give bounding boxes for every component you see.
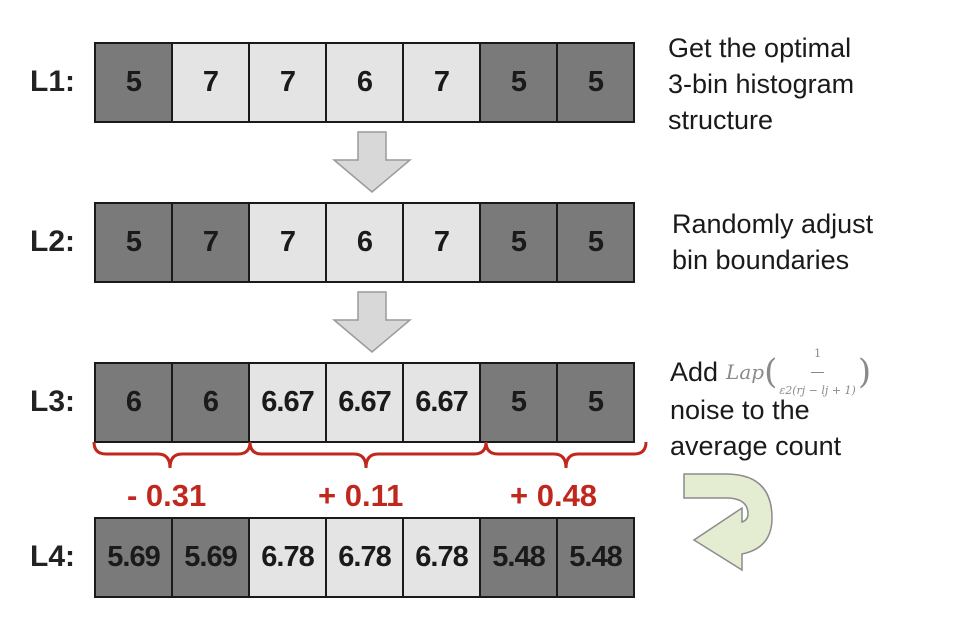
histogram-cell: 6 xyxy=(325,202,404,283)
row-label-l4: L4: xyxy=(30,540,75,573)
histogram-cell: 6.67 xyxy=(325,362,404,443)
histogram-cell: 5 xyxy=(556,362,635,443)
histogram-cell: 6.78 xyxy=(325,517,404,598)
laplace-denominator: ε2(rj − lj + 1) xyxy=(779,383,856,397)
histogram-cell: 5.48 xyxy=(556,517,635,598)
grouping-braces xyxy=(92,441,648,469)
noise-value-right: + 0.48 xyxy=(510,478,598,513)
note-step3-line2: noise to the xyxy=(670,395,810,425)
row-label-l1: L1: xyxy=(30,65,75,98)
note-step2-line1: Randomly adjust xyxy=(672,209,874,239)
histogram-cell: 6.67 xyxy=(248,362,327,443)
down-arrow-icon xyxy=(331,291,413,353)
histogram-cell: 5 xyxy=(94,42,173,123)
histogram-cell: 5.69 xyxy=(94,517,173,598)
histogram-cell: 5 xyxy=(479,42,558,123)
row-l3-cells: 6 6 6.67 6.67 6.67 5 5 xyxy=(94,362,635,443)
brace-middle xyxy=(248,441,488,469)
row-l4-cells: 5.69 5.69 6.78 6.78 6.78 5.48 5.48 xyxy=(94,517,635,598)
histogram-cell: 6 xyxy=(94,362,173,443)
note-step3-line1: Add Lap ( 1 ε2(rj − lj + 1) ) xyxy=(670,347,871,397)
brace-left xyxy=(92,441,252,469)
laplace-formula: Lap ( 1 ε2(rj − lj + 1) ) xyxy=(726,336,871,409)
laplace-fraction: 1 ε2(rj − lj + 1) xyxy=(779,336,856,409)
histogram-cell: 5 xyxy=(556,42,635,123)
histogram-cell: 5 xyxy=(556,202,635,283)
histogram-cell: 5 xyxy=(479,362,558,443)
histogram-cell: 6 xyxy=(325,42,404,123)
note-step2-line2: bin boundaries xyxy=(672,245,850,275)
note-step1-line1: Get the optimal xyxy=(668,33,852,63)
histogram-cell: 6.67 xyxy=(402,362,481,443)
laplace-name: Lap xyxy=(726,360,765,384)
note-step1-line3: structure xyxy=(668,105,774,135)
histogram-cell: 7 xyxy=(171,202,250,283)
histogram-cell: 7 xyxy=(248,42,327,123)
noise-value-left: - 0.31 xyxy=(127,478,207,513)
laplace-numerator: 1 xyxy=(811,336,825,373)
down-arrow-icon xyxy=(331,131,413,193)
histogram-cell: 6.78 xyxy=(248,517,327,598)
histogram-cell: 5.48 xyxy=(479,517,558,598)
histogram-cell: 7 xyxy=(402,42,481,123)
row-label-l3: L3: xyxy=(30,385,75,418)
histogram-cell: 7 xyxy=(402,202,481,283)
histogram-cell: 5.69 xyxy=(171,517,250,598)
left-paren-glyph: ( xyxy=(764,352,778,392)
note-step1-line2: 3-bin histogram xyxy=(668,69,855,99)
right-paren-glyph: ) xyxy=(857,352,872,392)
curved-arrow-icon xyxy=(683,473,773,572)
histogram-cell: 7 xyxy=(171,42,250,123)
note-step3-prefix: Add xyxy=(670,357,719,387)
histogram-cell: 6.78 xyxy=(402,517,481,598)
brace-right xyxy=(484,441,648,469)
histogram-cell: 7 xyxy=(248,202,327,283)
histogram-cell: 5 xyxy=(479,202,558,283)
note-step3-line3: average count xyxy=(670,431,842,461)
noise-value-middle: + 0.11 xyxy=(318,478,404,513)
histogram-cell: 5 xyxy=(94,202,173,283)
note-step1: Get the optimal 3-bin histogram structur… xyxy=(668,30,854,138)
histogram-cell: 6 xyxy=(171,362,250,443)
note-step3: Add Lap ( 1 ε2(rj − lj + 1) ) noise to t… xyxy=(670,347,871,464)
note-step2: Randomly adjust bin boundaries xyxy=(672,206,873,278)
row-label-l2: L2: xyxy=(30,225,75,258)
